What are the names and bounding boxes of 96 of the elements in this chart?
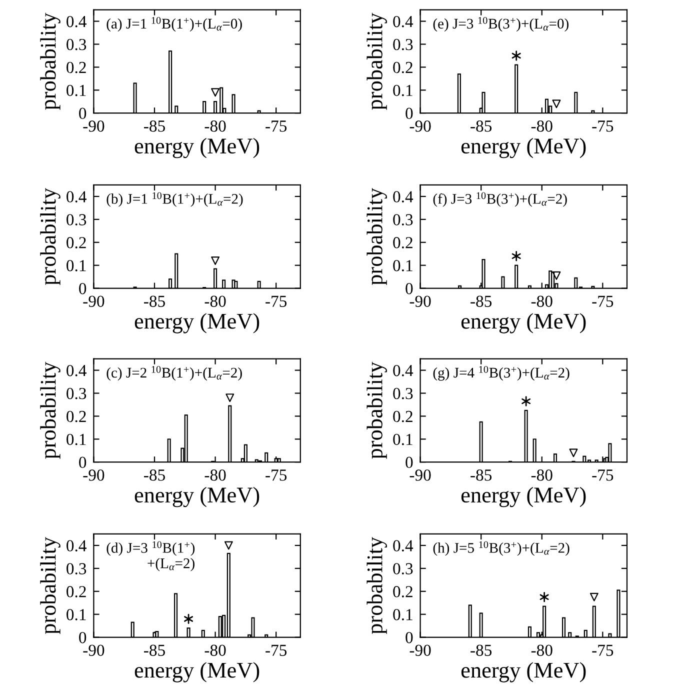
x-tick-label: -80 — [531, 120, 552, 132]
y-tick-label: 0.2 — [66, 586, 86, 598]
x-tick-label: -85 — [144, 120, 165, 132]
x-tick-label: -75 — [592, 644, 614, 656]
y-tick-label: 0.1 — [66, 434, 86, 446]
x-axis-title: energy (MeV) — [461, 662, 586, 682]
chart-title: (f) J=3 $^{10}$B(3$^{+}$)+(L$_{α}$=2) — [433, 192, 567, 207]
y-tick-label: 0.2 — [393, 237, 412, 248]
y-tick-label: 0.2 — [393, 410, 412, 422]
x-tick-label: -80 — [204, 644, 226, 656]
y-axis-title: probability — [366, 536, 387, 634]
x-tick-label: -75 — [592, 296, 614, 307]
x-axis-title: energy (MeV) — [134, 662, 260, 682]
x-tick-label: -90 — [83, 644, 104, 656]
y-tick-label: 0.3 — [393, 214, 413, 226]
x-tick-label: -85 — [144, 470, 165, 481]
y-tick-label: 0.4 — [66, 16, 86, 28]
y-tick-label: 0 — [79, 108, 86, 120]
x-tick-label: -80 — [204, 120, 226, 132]
y-tick-label: 0 — [406, 632, 413, 644]
x-tick-label: -75 — [266, 296, 287, 307]
chart-title: (e) J=3 $^{10}$B(3$^{+}$)+(L$_{α}$=0) — [433, 17, 568, 32]
x-tick-label: -75 — [592, 470, 614, 481]
x-tick-label: -75 — [266, 644, 287, 656]
y-tick-label: 0.3 — [393, 563, 413, 574]
y-tick-label: 0.3 — [393, 388, 413, 400]
chart-title: (c) J=2 $^{10}$B(1$^{+}$)+(L$_{α}$=2) — [106, 366, 242, 381]
y-tick-label: 0.2 — [66, 237, 86, 248]
x-tick-label: -85 — [144, 644, 165, 656]
x-tick-label: -90 — [83, 120, 104, 132]
x-tick-label: -90 — [410, 470, 431, 481]
x-axis-title: energy (MeV) — [134, 313, 260, 334]
y-tick-label: 0.1 — [393, 609, 412, 620]
y-axis-title: probability — [366, 362, 387, 459]
y-tick-label: 0 — [79, 282, 86, 294]
x-tick-label: -80 — [204, 470, 226, 481]
y-tick-label: 0.2 — [66, 62, 86, 74]
y-tick-label: 0.1 — [66, 609, 86, 620]
x-axis-title: energy (MeV) — [461, 313, 586, 334]
y-axis-title: probability — [366, 12, 387, 110]
x-axis-title: energy (MeV) — [134, 138, 260, 158]
x-tick-label: -80 — [531, 644, 552, 656]
y-tick-label: 0.3 — [66, 38, 86, 50]
y-tick-label: 0.4 — [66, 540, 86, 552]
y-tick-label: 0 — [79, 456, 86, 468]
chart-title: (a) J=1 $^{10}$B(1$^{+}$)+(L$_{α}$=0) — [106, 17, 242, 32]
y-tick-label: 0.3 — [66, 214, 86, 226]
x-tick-label: -85 — [144, 296, 165, 307]
y-tick-label: 0.4 — [393, 16, 414, 28]
x-tick-label: -85 — [470, 296, 492, 307]
x-axis-title: energy (MeV) — [134, 486, 260, 508]
y-tick-label: 0.4 — [393, 540, 414, 552]
y-tick-label: 0.3 — [66, 388, 86, 400]
y-tick-label: 0 — [79, 632, 86, 644]
x-tick-label: -75 — [592, 120, 614, 132]
y-tick-label: 0.4 — [393, 364, 414, 376]
y-axis-title: probability — [40, 188, 60, 286]
x-tick-label: -85 — [470, 470, 492, 481]
chart-title: (h) J=5 $^{10}$B(3$^{+}$)+(L$_{α}$=2) — [433, 541, 570, 556]
y-axis-title: probability — [40, 362, 60, 459]
y-tick-label: 0.1 — [393, 84, 412, 96]
y-axis-title: probability — [40, 12, 60, 110]
x-tick-label: -90 — [410, 644, 431, 656]
y-tick-label: 0 — [406, 108, 413, 120]
y-tick-label: 0 — [406, 282, 413, 294]
y-tick-label: 0.4 — [66, 191, 86, 202]
y-axis-title: probability — [366, 188, 387, 286]
x-tick-label: -80 — [204, 296, 226, 307]
y-tick-label: 0.2 — [393, 586, 412, 598]
x-tick-label: -90 — [410, 120, 431, 132]
x-tick-label: -75 — [266, 470, 287, 481]
chart-title: (g) J=4 $^{10}$B(3$^{+}$)+(L$_{α}$=2) — [433, 366, 570, 381]
x-tick-label: -85 — [470, 644, 492, 656]
y-tick-label: 0.1 — [393, 434, 412, 446]
y-tick-label: 0.4 — [66, 364, 86, 376]
y-tick-label: 0.3 — [393, 38, 413, 50]
y-tick-label: 0.4 — [393, 191, 414, 202]
x-tick-label: -80 — [531, 470, 552, 481]
y-tick-label: 0.2 — [393, 62, 412, 74]
y-tick-label: 0.3 — [66, 563, 86, 574]
x-tick-label: -90 — [83, 296, 104, 307]
y-axis-title: probability — [40, 536, 60, 634]
x-axis-title: energy (MeV) — [461, 486, 586, 508]
x-tick-label: -85 — [470, 120, 492, 132]
y-tick-label: 0.1 — [393, 260, 412, 272]
x-tick-label: -90 — [410, 296, 431, 307]
x-tick-label: -80 — [531, 296, 552, 307]
y-tick-label: 0.2 — [66, 410, 86, 422]
chart-title: (d) J=3 $^{10}$B(1$^{+}$) +(L$_{α}$=2) — [106, 541, 195, 572]
y-tick-label: 0 — [406, 456, 413, 468]
chart-title: (b) J=1 $^{10}$B(1$^{+}$)+(L$_{α}$=2) — [106, 192, 243, 207]
y-tick-label: 0.1 — [66, 84, 86, 96]
x-tick-label: -75 — [266, 120, 287, 132]
x-tick-label: -90 — [83, 470, 104, 481]
y-tick-label: 0.1 — [66, 260, 86, 272]
x-axis-title: energy (MeV) — [461, 138, 586, 158]
